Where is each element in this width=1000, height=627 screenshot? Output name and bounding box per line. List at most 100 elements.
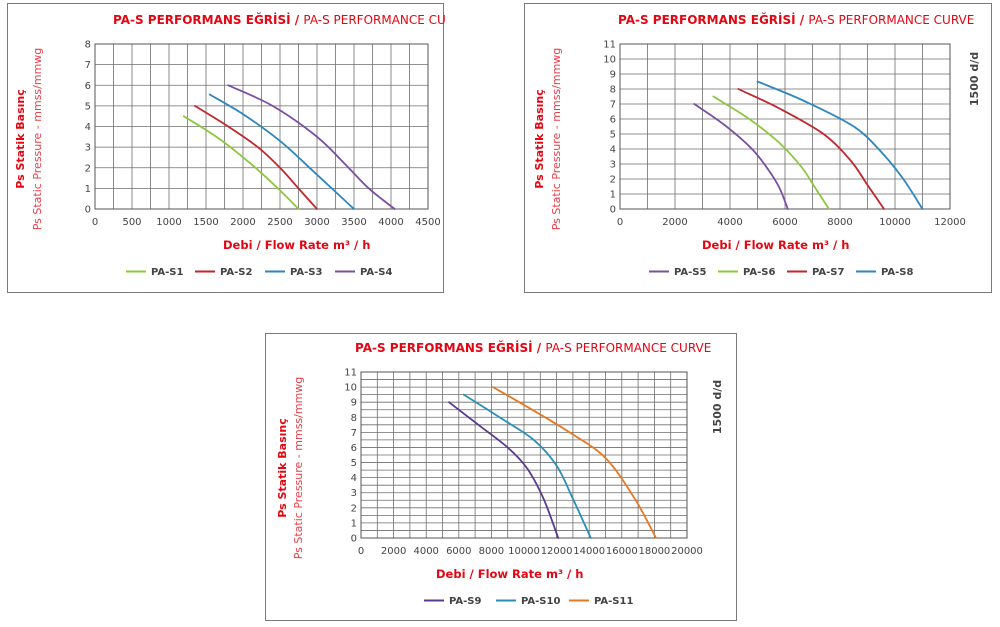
- y-tick-label: 11: [344, 368, 357, 379]
- x-tick-label: 4000: [717, 217, 742, 228]
- series-line-pa-s6: [712, 95, 830, 210]
- legend-label: PA-S11: [594, 596, 633, 607]
- series-line-pa-s2: [194, 105, 318, 210]
- series-line-pa-s5: [693, 103, 789, 210]
- y-tick-label: 2: [85, 163, 91, 174]
- x-tick-label: 2000: [662, 217, 687, 228]
- series-line-pa-s7: [737, 88, 885, 210]
- y-axis-label-sub: Ps Static Pressure - mmss/mmwg: [550, 48, 563, 231]
- y-tick-label: 3: [610, 160, 616, 171]
- y-axis-label-sub: Ps Static Pressure - mmss/mmwg: [292, 377, 305, 560]
- y-tick-label: 1: [351, 518, 357, 529]
- series-line-pa-s4: [227, 84, 396, 210]
- plot-grid: [619, 43, 951, 210]
- x-axis-label: Debi / Flow Rate m³ / h: [436, 567, 583, 581]
- y-tick-label: 1: [85, 184, 91, 195]
- x-tick-label: 2000: [230, 217, 255, 228]
- chart-panel-3: PA-S PERFORMANS EĞRİSİ / PA-S PERFORMANC…: [265, 333, 737, 621]
- legend-label: PA-S7: [812, 267, 845, 278]
- x-axis-label: Debi / Flow Rate m³ / h: [223, 238, 370, 252]
- x-tick-label: 1500: [193, 217, 218, 228]
- x-tick-label: 6000: [772, 217, 797, 228]
- y-tick-label: 4: [351, 473, 357, 484]
- plot-frame: [360, 371, 688, 539]
- x-tick-label: 12000: [934, 217, 966, 228]
- x-tick-label: 8000: [827, 217, 852, 228]
- chart-svg-3: PA-S PERFORMANS EĞRİSİ / PA-S PERFORMANC…: [276, 340, 724, 607]
- series-line-pa-s1: [182, 115, 300, 210]
- y-tick-label: 10: [603, 55, 616, 66]
- y-tick-label: 5: [610, 130, 616, 141]
- y-axis-label-sub: Ps Static Pressure - mmss/mmwg: [31, 48, 44, 231]
- x-tick-label: 3500: [341, 217, 366, 228]
- speed-label: 1500 d/d: [711, 380, 724, 434]
- plot-frame: [94, 43, 429, 210]
- legend-label: PA-S8: [881, 267, 914, 278]
- legend-label: PA-S4: [360, 267, 393, 278]
- y-axis-label-main: Ps Statik Basınç: [276, 418, 289, 518]
- chart-svg-2: PA-S PERFORMANS EĞRİSİ / PA-S PERFORMANC…: [533, 12, 981, 278]
- x-tick-label: 4500: [415, 217, 440, 228]
- y-tick-label: 4: [610, 145, 616, 156]
- y-tick-label: 7: [351, 428, 357, 439]
- y-tick-label: 4: [85, 122, 91, 133]
- y-tick-label: 5: [85, 101, 91, 112]
- x-axis-label: Debi / Flow Rate m³ / h: [702, 238, 849, 252]
- y-tick-label: 5: [351, 458, 357, 469]
- x-tick-label: 10000: [879, 217, 911, 228]
- series-line-pa-s8: [756, 80, 924, 210]
- x-tick-label: 6000: [446, 546, 471, 557]
- x-tick-label: 16000: [606, 546, 638, 557]
- chart-panel-2: PA-S PERFORMANS EĞRİSİ / PA-S PERFORMANC…: [524, 3, 992, 293]
- plot-grid: [360, 371, 688, 539]
- x-tick-label: 4000: [378, 217, 403, 228]
- x-tick-label: 1000: [156, 217, 181, 228]
- x-tick-label: 20000: [671, 546, 703, 557]
- y-tick-label: 2: [610, 175, 616, 186]
- y-tick-label: 6: [351, 443, 357, 454]
- y-tick-label: 3: [351, 488, 357, 499]
- plot-grid: [94, 43, 429, 210]
- legend-label: PA-S2: [220, 267, 253, 278]
- y-tick-label: 2: [351, 503, 357, 514]
- x-tick-label: 0: [92, 217, 98, 228]
- series-line-pa-s10: [462, 393, 592, 539]
- y-tick-label: 9: [610, 70, 616, 81]
- legend-label: PA-S9: [449, 596, 482, 607]
- y-tick-label: 10: [344, 383, 357, 394]
- y-tick-label: 6: [610, 115, 616, 126]
- x-tick-label: 12000: [541, 546, 573, 557]
- series-line-pa-s11: [492, 386, 657, 539]
- series-line-pa-s3: [208, 93, 355, 210]
- legend-label: PA-S10: [521, 596, 560, 607]
- x-tick-label: 3000: [304, 217, 329, 228]
- y-tick-label: 9: [351, 398, 357, 409]
- y-tick-label: 7: [85, 60, 91, 71]
- legend-label: PA-S6: [743, 267, 776, 278]
- x-tick-label: 18000: [638, 546, 670, 557]
- y-tick-label: 6: [85, 81, 91, 92]
- x-tick-label: 2500: [267, 217, 292, 228]
- x-tick-label: 4000: [413, 546, 438, 557]
- y-tick-label: 0: [351, 534, 357, 545]
- y-tick-label: 8: [610, 85, 616, 96]
- y-axis-label-main: Ps Statik Basınç: [14, 89, 27, 189]
- chart-title: PA-S PERFORMANS EĞRİSİ / PA-S PERFORMANC…: [113, 12, 445, 27]
- x-tick-label: 8000: [479, 546, 504, 557]
- x-tick-label: 14000: [573, 546, 605, 557]
- y-tick-label: 3: [85, 143, 91, 154]
- x-tick-label: 2000: [381, 546, 406, 557]
- y-tick-label: 7: [610, 100, 616, 111]
- chart-svg-1: PA-S PERFORMANS EĞRİSİ / PA-S PERFORMANC…: [14, 12, 445, 278]
- x-tick-label: 0: [358, 546, 364, 557]
- x-tick-label: 500: [122, 217, 141, 228]
- series-line-pa-s9: [448, 401, 560, 539]
- y-tick-label: 8: [85, 40, 91, 51]
- y-tick-label: 0: [85, 205, 91, 216]
- legend-label: PA-S3: [290, 267, 323, 278]
- legend-label: PA-S1: [151, 267, 184, 278]
- y-tick-label: 11: [603, 40, 616, 51]
- x-tick-label: 10000: [508, 546, 540, 557]
- chart-title: PA-S PERFORMANS EĞRİSİ / PA-S PERFORMANC…: [618, 12, 974, 27]
- y-tick-label: 1: [610, 190, 616, 201]
